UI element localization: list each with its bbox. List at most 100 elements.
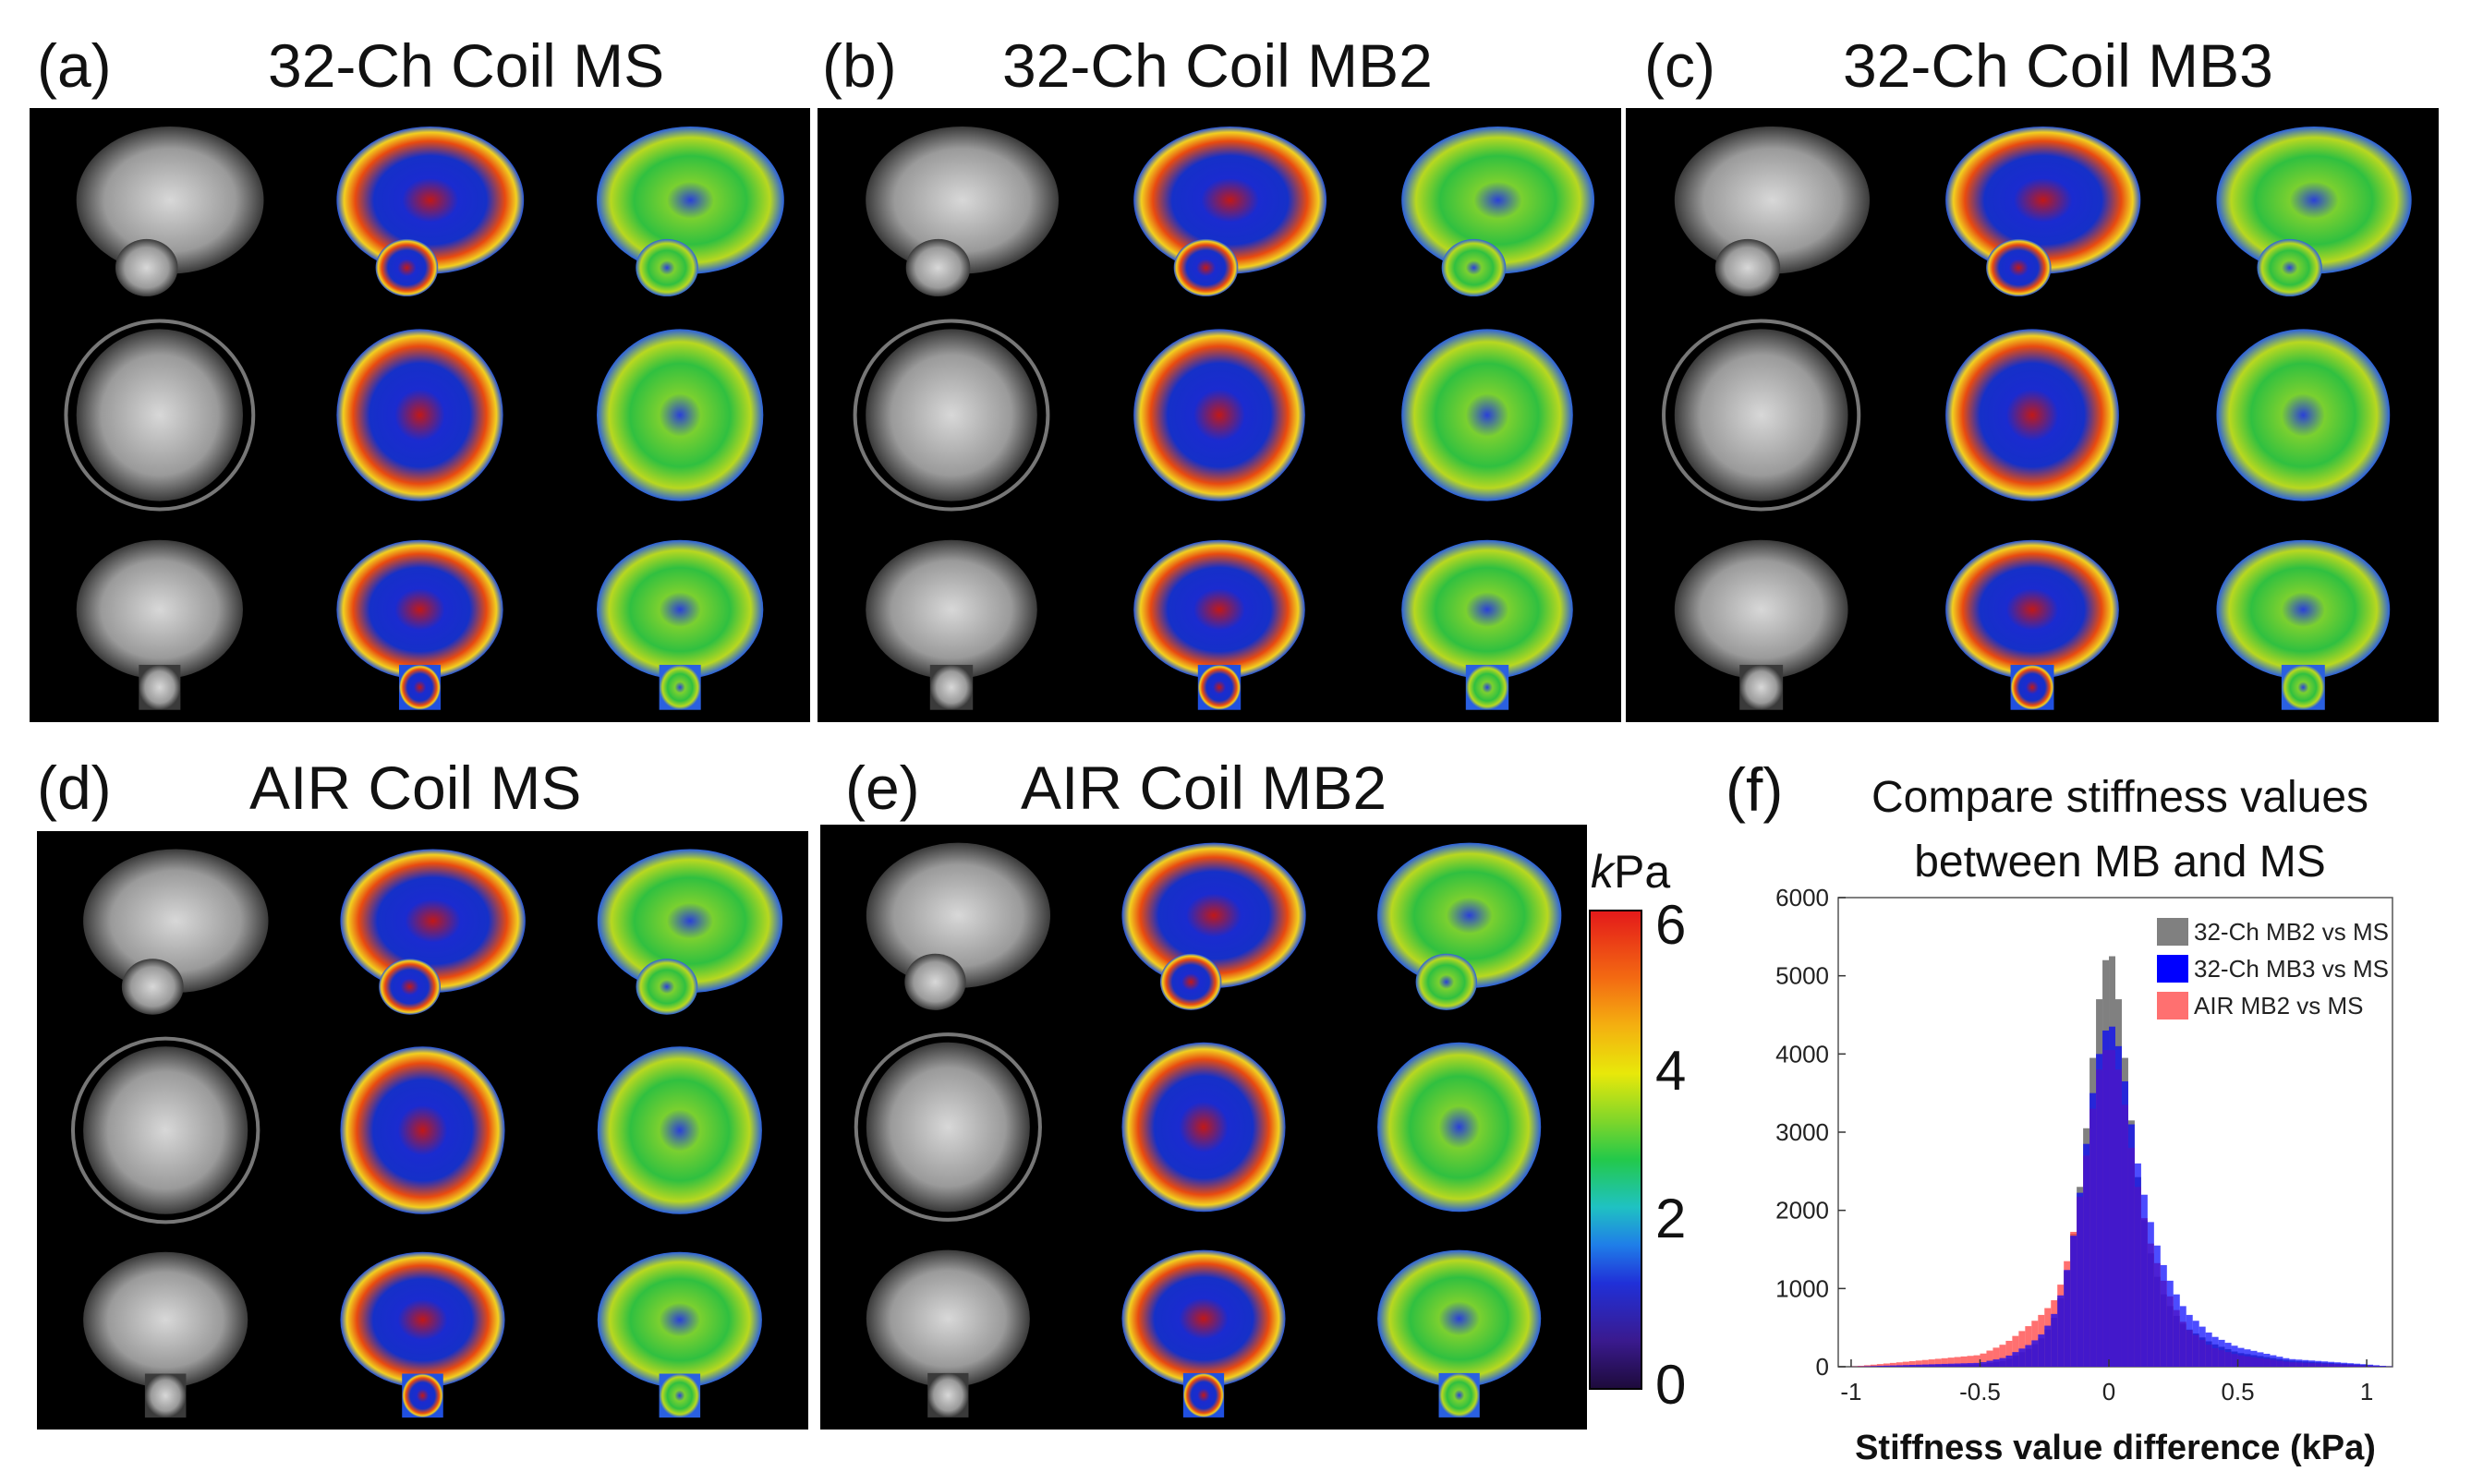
legend-label: 32-Ch MB3 vs MS (2194, 955, 2389, 983)
histogram-bar (2205, 1332, 2212, 1367)
stiffness-map-cor (1401, 539, 1573, 680)
histogram-bar (2031, 1340, 2039, 1367)
y-tick-label: 6000 (1775, 887, 1829, 911)
histogram-bar (1870, 1366, 1877, 1367)
colorbar (1589, 910, 1642, 1390)
histogram-bar (1960, 1363, 1968, 1367)
panel-c-label: (c) (1644, 31, 1715, 100)
histogram-bar (2012, 1352, 2019, 1367)
x-tick-label: 1 (2360, 1378, 2373, 1406)
histogram-bar (1908, 1364, 1916, 1367)
histogram-bar (2302, 1359, 2309, 1367)
panel-b-image-grid (818, 108, 1621, 722)
histogram-bar (2380, 1366, 2387, 1367)
colorbar-tick: 6 (1655, 894, 1687, 956)
panel-a-image-grid (30, 108, 810, 722)
histogram-bar (2270, 1355, 2277, 1367)
x-axis-label: Stiffness value difference (kPa) (1855, 1429, 2376, 1467)
panel-e-title: AIR Coil MB2 (1021, 754, 1387, 822)
histogram-bar (1999, 1357, 2006, 1367)
stiffness-map-cor (597, 539, 764, 680)
histogram-chart: -1 -0.5 0 0.5 1 0 1000 2000 3000 4000 5000 6000 32-C… (1775, 887, 2393, 1467)
panel-a-title: 32-Ch Coil MS (268, 31, 665, 100)
gray-scan-cor (83, 1251, 248, 1388)
histogram-bar (2237, 1347, 2245, 1367)
histogram-bar (2373, 1365, 2380, 1367)
histogram-bar (1876, 1366, 1884, 1367)
histogram-bar (2012, 1335, 2019, 1367)
histogram-bar (1883, 1365, 1890, 1367)
gray-scan-ax (1674, 329, 1848, 501)
gray-scan-sag (76, 126, 264, 274)
colorbar-unit: kPa (1591, 846, 1671, 898)
series-32-ch-mb3-vs-ms (1850, 1026, 2392, 1367)
histogram-bar (2354, 1363, 2361, 1367)
panel-e-label: (e) (845, 754, 920, 822)
histogram-bar (2224, 1343, 2232, 1367)
legend-label: AIR MB2 vs MS (2194, 992, 2363, 1019)
histogram-bar (2083, 1143, 2090, 1367)
histogram-bar (1863, 1365, 1871, 1367)
histogram-bar (1908, 1360, 1916, 1367)
histogram-bar (2295, 1359, 2303, 1367)
histogram-bar (2308, 1360, 2316, 1367)
histogram-bar (1967, 1363, 1974, 1367)
histogram-title-line2: between MB and MS (1914, 838, 2326, 887)
histogram-bar (2153, 1245, 2161, 1367)
x-tick-label: 0 (2102, 1378, 2115, 1406)
panel-b-title: 32-Ch Coil MB2 (1002, 31, 1433, 100)
histogram-bar (2173, 1294, 2180, 1367)
histogram-bar (2051, 1313, 2058, 1367)
histogram-bar (1857, 1366, 1864, 1367)
colorbar-tick: 0 (1655, 1354, 1687, 1416)
histogram-bar (2179, 1306, 2186, 1367)
histogram-bar (1896, 1362, 1903, 1367)
elastogram-cor (336, 539, 503, 680)
panel-d-title: AIR Coil MS (249, 754, 582, 822)
stiffness-map-ax (597, 1046, 762, 1214)
histogram-bar (2289, 1358, 2296, 1367)
histogram-bar (1915, 1360, 1922, 1367)
histogram-bar (2211, 1336, 2219, 1367)
histogram-bar (1928, 1364, 1935, 1367)
y-tick-label: 5000 (1775, 962, 1829, 990)
gray-scan-sag (866, 126, 1059, 274)
elastogram-ax (1133, 329, 1305, 501)
stiffness-map-ax (597, 329, 764, 501)
x-tick-label: -1 (1840, 1378, 1861, 1406)
histogram-bar (2147, 1222, 2154, 1367)
legend-swatch (2157, 955, 2188, 983)
stiffness-map-sag (1377, 842, 1562, 988)
elastogram-cor (1945, 539, 2119, 680)
histogram-title-line1: Compare stiffness values (1871, 773, 2369, 822)
histogram-bar (2115, 1045, 2122, 1367)
histogram-bar (2263, 1353, 2271, 1367)
histogram-bar (2102, 1030, 2110, 1367)
histogram-bar (1993, 1359, 2000, 1367)
gray-scan-cor (76, 539, 243, 680)
y-tick-label: 3000 (1775, 1118, 1829, 1146)
histogram-bar (1934, 1358, 1942, 1367)
colorbar-tick: 2 (1655, 1188, 1687, 1249)
panel-b-label: (b) (822, 31, 897, 100)
histogram-bar (2018, 1348, 2026, 1367)
elastogram-ax (336, 329, 503, 501)
histogram-bar (1896, 1365, 1903, 1367)
gray-scan-cor (866, 1249, 1030, 1388)
y-tick-label: 2000 (1775, 1197, 1829, 1225)
histogram-bar (1941, 1357, 1948, 1367)
histogram-bar (1973, 1355, 1980, 1367)
histogram-bar (1883, 1363, 1890, 1367)
histogram-bar (2186, 1314, 2193, 1367)
gray-scan-cor (1674, 539, 1848, 680)
histogram-bar (1934, 1364, 1942, 1367)
legend-swatch (2157, 992, 2188, 1019)
gray-scan-cor (866, 539, 1037, 680)
histogram-bar (2276, 1357, 2283, 1367)
stiffness-map-cor (597, 1251, 762, 1388)
panel-f-label: (f) (1726, 755, 1784, 824)
histogram-bar (1902, 1361, 1909, 1367)
elastogram-ax (1945, 329, 2119, 501)
histogram-bar (2005, 1355, 2013, 1367)
histogram-bar (1941, 1363, 1948, 1367)
